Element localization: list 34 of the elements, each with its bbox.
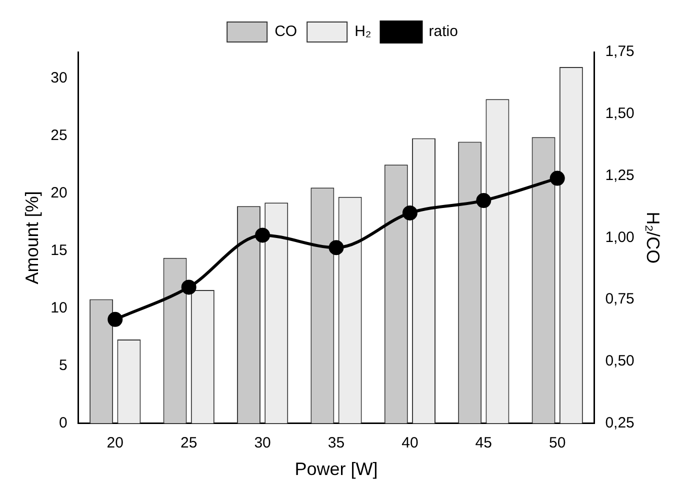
x-tick-label: 35: [328, 434, 345, 452]
point: [108, 312, 123, 327]
x-tick-label: 20: [106, 434, 124, 452]
y-tick-label: 15: [50, 242, 68, 260]
y-axis-title: Amount [%]: [22, 191, 42, 284]
y-tick-label: 25: [50, 127, 68, 144]
y2-tick-label: 0,25: [605, 414, 634, 432]
x-tick-label: 25: [180, 434, 198, 452]
point: [550, 170, 565, 186]
legend-label: CO: [274, 23, 298, 40]
y2-tick-label: 1,75: [605, 43, 634, 60]
point: [328, 240, 344, 256]
x-axis-title: Power [W]: [294, 459, 378, 480]
point: [476, 193, 492, 208]
y2-tick-label: 1,25: [605, 166, 634, 184]
point: [255, 228, 270, 243]
y2-tick-label: 1,50: [605, 105, 634, 122]
y2-tick-label: 1,00: [605, 228, 634, 246]
x-tick-label: 45: [475, 434, 492, 452]
y-tick-label: 5: [58, 357, 68, 374]
x-tick-label: 30: [254, 434, 271, 452]
y2-tick-label: 0,50: [605, 352, 634, 370]
y2-axis-title: H₂/CO: [643, 212, 664, 264]
y-tick-label: 10: [50, 300, 68, 317]
y-tick-label: 30: [50, 70, 68, 87]
y-tick-label: 0: [58, 414, 68, 432]
y2-tick-label: 0,75: [605, 290, 634, 308]
legend-label: H₂: [354, 23, 372, 40]
point: [181, 280, 196, 295]
point: [402, 205, 418, 220]
legend-label: ratio: [428, 23, 458, 40]
x-tick-label: 50: [549, 434, 566, 452]
y-tick-label: 20: [50, 184, 68, 202]
x-tick-label: 40: [402, 434, 418, 452]
